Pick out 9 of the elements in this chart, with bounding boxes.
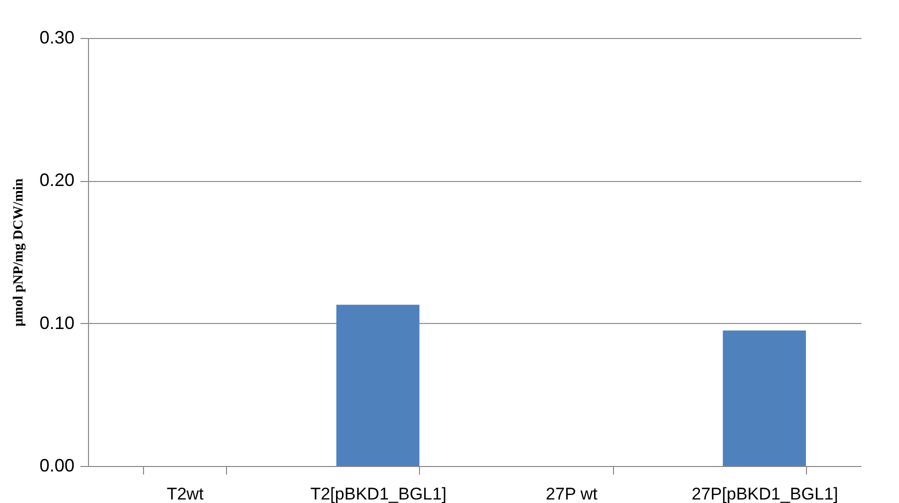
x-tick-label: T2wt: [166, 484, 204, 503]
y-tick-label: 0.00: [39, 456, 74, 476]
y-tick-label: 0.10: [39, 312, 74, 333]
x-tick-label: 27P wt: [546, 484, 598, 503]
y-tick-label: 0.30: [39, 28, 74, 48]
x-tick-label: 27P[pBKD1_BGL1]: [692, 484, 838, 503]
x-tick-label: T2[pBKD1_BGL1]: [310, 484, 446, 503]
y-tick-label: 0.20: [39, 170, 74, 190]
y-axis-title: µmol pNP/mg DCW/min: [11, 178, 26, 327]
